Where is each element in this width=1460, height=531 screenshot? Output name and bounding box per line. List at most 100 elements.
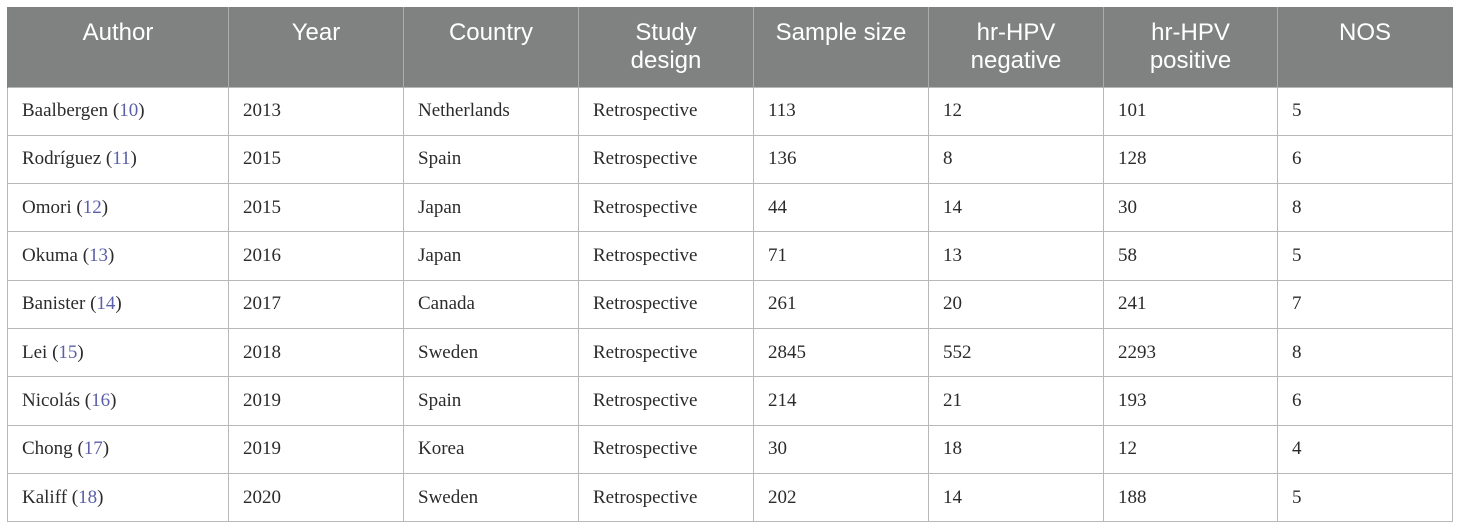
column-header-text: Author [82, 19, 154, 46]
author-name: Banister [22, 293, 86, 315]
sample-size-cell: 202 [753, 472, 929, 523]
hr-hpv-positive-cell: 58 [1103, 231, 1278, 281]
column-header-country: Country [403, 7, 579, 87]
author-cell: Baalbergen (10) [7, 86, 229, 136]
hr-hpv-positive-cell: 12 [1103, 424, 1278, 474]
study-design-cell: Retrospective [578, 279, 754, 329]
table-row: Lei (15) 2018 Sweden Retrospective 2845 552 22… [7, 327, 1453, 378]
reference-link[interactable]: 15 [58, 341, 78, 363]
country-cell: Korea [403, 424, 579, 474]
nos-cell: 8 [1277, 183, 1453, 233]
sample-size-cell: 113 [753, 86, 929, 136]
hr-hpv-negative-cell: 14 [928, 183, 1104, 233]
column-header-text: Country [448, 19, 534, 46]
table-row: Nicolás (16) 2019 Spain Retrospective 214 21 1… [7, 376, 1453, 426]
study-design-cell: Retrospective [578, 376, 754, 426]
column-header-text: negative [970, 47, 1062, 74]
table-row: Baalbergen (10) 2013 Netherlands Retrospect… [7, 86, 1453, 136]
study-characteristics-table: Author Year Country Study design Sample size h… [7, 7, 1453, 523]
country-cell: Japan [403, 231, 579, 281]
nos-cell: 5 [1277, 231, 1453, 281]
hr-hpv-negative-cell: 552 [928, 327, 1104, 378]
table-row: Omori (12) 2015 Japan Retrospective 44 14 30 8 [7, 183, 1453, 233]
nos-cell: 7 [1277, 279, 1453, 329]
study-characteristics-table-container: Author Year Country Study design Sample size h… [7, 7, 1453, 523]
year-cell: 2020 [228, 472, 404, 523]
sample-size-cell: 261 [753, 279, 929, 329]
year-cell: 2016 [228, 231, 404, 281]
reference-link[interactable]: 14 [96, 293, 116, 315]
column-header-text: Sample size [775, 19, 907, 46]
country-cell: Canada [403, 279, 579, 329]
author-cell: Chong (17) [7, 424, 229, 474]
year-cell: 2019 [228, 424, 404, 474]
year-cell: 2017 [228, 279, 404, 329]
hr-hpv-negative-cell: 21 [928, 376, 1104, 426]
sample-size-cell: 44 [753, 183, 929, 233]
hr-hpv-positive-cell: 193 [1103, 376, 1278, 426]
hr-hpv-positive-cell: 128 [1103, 134, 1278, 185]
year-cell: 2015 [228, 183, 404, 233]
hr-hpv-positive-cell: 30 [1103, 183, 1278, 233]
study-design-cell: Retrospective [578, 472, 754, 523]
author-name: Rodríguez [22, 148, 102, 170]
reference-link[interactable]: 12 [82, 196, 102, 218]
column-header-text: design [630, 47, 702, 74]
column-header-sample-size: Sample size [753, 7, 929, 87]
hr-hpv-negative-cell: 12 [928, 86, 1104, 136]
hr-hpv-negative-cell: 13 [928, 231, 1104, 281]
reference-link[interactable]: 11 [112, 148, 131, 170]
author-name: Omori [22, 196, 72, 218]
hr-hpv-negative-cell: 14 [928, 472, 1104, 523]
column-header-year: Year [228, 7, 404, 87]
nos-cell: 6 [1277, 376, 1453, 426]
author-cell: Okuma (13) [7, 231, 229, 281]
study-design-cell: Retrospective [578, 231, 754, 281]
sample-size-cell: 136 [753, 134, 929, 185]
year-cell: 2019 [228, 376, 404, 426]
table-row: Okuma (13) 2016 Japan Retrospective 71 13 58 5 [7, 231, 1453, 281]
author-name: Lei [22, 341, 48, 363]
header-row: Author Year Country Study design Sample size h… [7, 7, 1453, 87]
year-cell: 2013 [228, 86, 404, 136]
year-cell: 2018 [228, 327, 404, 378]
hr-hpv-negative-cell: 20 [928, 279, 1104, 329]
column-header-text: Year [291, 19, 341, 46]
reference-link[interactable]: 17 [83, 438, 103, 460]
reference-link[interactable]: 10 [119, 100, 139, 122]
hr-hpv-negative-cell: 18 [928, 424, 1104, 474]
author-name: Chong [22, 438, 73, 460]
author-cell: Nicolás (16) [7, 376, 229, 426]
column-header-hr-hpv-negative: hr-HPV negative [928, 7, 1104, 87]
hr-hpv-positive-cell: 101 [1103, 86, 1278, 136]
column-header-hr-hpv-positive: hr-HPV positive [1103, 7, 1278, 87]
table-body: Baalbergen (10) 2013 Netherlands Retrospect… [7, 86, 1453, 523]
nos-cell: 5 [1277, 472, 1453, 523]
study-design-cell: Retrospective [578, 134, 754, 185]
column-header-text: NOS [1338, 19, 1391, 46]
nos-cell: 6 [1277, 134, 1453, 185]
sample-size-cell: 2845 [753, 327, 929, 378]
study-design-cell: Retrospective [578, 327, 754, 378]
hr-hpv-negative-cell: 8 [928, 134, 1104, 185]
author-name: Baalbergen [22, 100, 109, 122]
nos-cell: 8 [1277, 327, 1453, 378]
nos-cell: 4 [1277, 424, 1453, 474]
table-row: Kaliff (18) 2020 Sweden Retrospective 202 14 1… [7, 472, 1453, 523]
sample-size-cell: 30 [753, 424, 929, 474]
hr-hpv-positive-cell: 2293 [1103, 327, 1278, 378]
study-design-cell: Retrospective [578, 183, 754, 233]
column-header-text: hr-HPV [976, 19, 1056, 46]
sample-size-cell: 71 [753, 231, 929, 281]
reference-link[interactable]: 18 [78, 486, 98, 508]
country-cell: Spain [403, 134, 579, 185]
author-cell: Rodríguez (11) [7, 134, 229, 185]
author-cell: Kaliff (18) [7, 472, 229, 523]
reference-link[interactable]: 16 [91, 389, 111, 411]
table-row: Chong (17) 2019 Korea Retrospective 30 18 12 4 [7, 424, 1453, 474]
reference-link[interactable]: 13 [89, 245, 109, 267]
country-cell: Japan [403, 183, 579, 233]
author-name: Kaliff [22, 486, 68, 508]
author-name: Nicolás [22, 389, 81, 411]
nos-cell: 5 [1277, 86, 1453, 136]
